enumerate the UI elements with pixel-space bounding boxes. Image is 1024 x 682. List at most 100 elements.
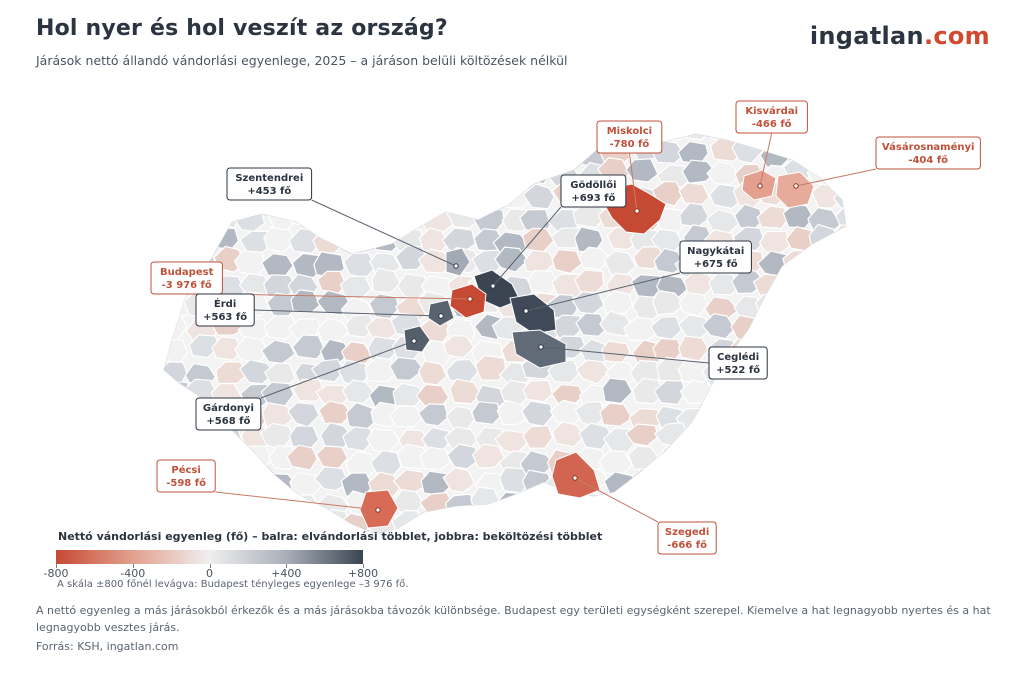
- district-cell: [787, 424, 819, 450]
- district-cell: [726, 470, 764, 498]
- district-cell: [213, 465, 250, 493]
- district-cell: [211, 336, 243, 361]
- district-cell: [366, 141, 403, 165]
- district-cell: [164, 209, 166, 235]
- district-cell: [785, 403, 819, 431]
- district-cell: [812, 250, 845, 278]
- callout-budapest[interactable]: Budapest-3 976 fő: [150, 261, 223, 295]
- callout-district-value: +563 fő: [203, 311, 247, 323]
- district-cell: [182, 142, 216, 166]
- district-cell: [834, 295, 846, 322]
- district-cell: [839, 270, 846, 297]
- district-szentendrei[interactable]: [445, 247, 471, 277]
- district-cell: [369, 205, 405, 231]
- district-cell: [546, 134, 578, 144]
- district-anchor-dot: [538, 344, 544, 350]
- callout-kisvárdai[interactable]: Kisvárdai-466 fő: [735, 100, 808, 134]
- page-subtitle: Járások nettó állandó vándorlási egyenle…: [36, 53, 568, 68]
- district-cell: [391, 141, 427, 167]
- district-cell: [835, 134, 846, 137]
- callout-box: [596, 120, 663, 154]
- district-cell: [389, 356, 425, 382]
- legend-tick-label: +800: [347, 567, 379, 580]
- callout-szegedi[interactable]: Szegedi-666 fő: [657, 521, 717, 555]
- district-anchor-dot: [438, 313, 444, 319]
- district-cell: [781, 340, 815, 365]
- callout-miskolci[interactable]: Miskolci-780 fő: [596, 120, 663, 154]
- district-cell: [496, 491, 532, 517]
- district-cell: [806, 161, 840, 186]
- callout-érdi[interactable]: Érdi+563 fő: [195, 293, 255, 327]
- district-cell: [704, 465, 741, 493]
- district-cell: [625, 158, 659, 183]
- district-cell: [833, 421, 846, 449]
- district-cell: [681, 159, 717, 184]
- district-cell: [729, 408, 763, 431]
- district-vasarosnamenyi[interactable]: [775, 171, 815, 209]
- callout-nagykátai[interactable]: Nagykátai+675 fő: [679, 240, 752, 274]
- district-gardonyi[interactable]: [403, 325, 431, 353]
- callout-gödöllői[interactable]: Gödöllői+693 fő: [560, 174, 627, 208]
- district-cell: [547, 359, 581, 384]
- district-cell: [833, 472, 846, 498]
- district-cell: [164, 400, 193, 428]
- callout-district-name: Ceglédi: [717, 351, 759, 363]
- callout-district-name: Miskolci: [607, 126, 652, 137]
- callout-box: [150, 261, 223, 295]
- district-szegedi[interactable]: [551, 451, 601, 499]
- district-cell: [318, 400, 352, 425]
- district-cell: [814, 490, 846, 517]
- legend-tick-mark: [286, 564, 288, 568]
- callout-box: [195, 397, 262, 431]
- district-cell: [809, 401, 846, 426]
- district-cell: [442, 334, 475, 359]
- district-nagykatai[interactable]: [509, 293, 557, 335]
- district-cell: [445, 134, 478, 140]
- district-cell: [731, 447, 767, 473]
- callout-box: [875, 136, 981, 170]
- district-cell: [164, 228, 198, 254]
- district-cell: [164, 421, 168, 449]
- callout-district-name: Vásárosnaményi: [882, 141, 975, 153]
- district-cell: [835, 510, 846, 534]
- callout-szentendrei[interactable]: Szentendrei+453 fő: [226, 167, 313, 201]
- callout-gárdonyi[interactable]: Gárdonyi+568 fő: [195, 397, 262, 431]
- callout-district-value: -404 fő: [908, 154, 948, 166]
- district-cell: [602, 290, 634, 315]
- district-cell: [164, 137, 192, 163]
- district-cell: [501, 163, 535, 191]
- district-cell: [263, 314, 299, 340]
- district-cell: [423, 160, 453, 187]
- callout-district-value: -666 fő: [667, 539, 707, 551]
- district-cell: [575, 359, 611, 385]
- legend-tick-label: 0: [206, 567, 213, 580]
- district-cell: [446, 443, 480, 470]
- district-cell: [652, 470, 687, 495]
- callout-layer: Miskolci-780 fő Kisvárdai-466 fő Vásárosna…: [150, 100, 981, 555]
- district-cell: [340, 180, 374, 206]
- district-cell: [268, 134, 301, 147]
- callout-ceglédi[interactable]: Ceglédi+522 fő: [708, 346, 768, 380]
- district-cell: [421, 139, 458, 163]
- district-cell: [550, 144, 586, 167]
- district-cell: [442, 467, 476, 493]
- district-anchor-dot: [411, 338, 417, 344]
- callout-district-name: Nagykátai: [687, 245, 744, 257]
- district-cell: [315, 163, 350, 190]
- callout-pécsi[interactable]: Pécsi-598 fő: [156, 459, 216, 493]
- district-cell: [522, 183, 555, 210]
- district-cell: [494, 246, 529, 273]
- callout-leader-line: [574, 477, 659, 523]
- district-cell: [183, 156, 217, 184]
- district-cell: [625, 423, 659, 447]
- district-cell: [164, 488, 198, 516]
- callout-district-name: Gödöllői: [570, 179, 616, 191]
- callout-vásárosnaményi[interactable]: Vásárosnaményi-404 fő: [875, 136, 981, 170]
- district-cell: [705, 423, 740, 448]
- district-ceglédi[interactable]: [511, 329, 567, 369]
- district-cell: [164, 491, 172, 516]
- district-cell: [782, 203, 815, 229]
- district-cell: [388, 405, 424, 428]
- callout-district-value: -598 fő: [166, 477, 206, 489]
